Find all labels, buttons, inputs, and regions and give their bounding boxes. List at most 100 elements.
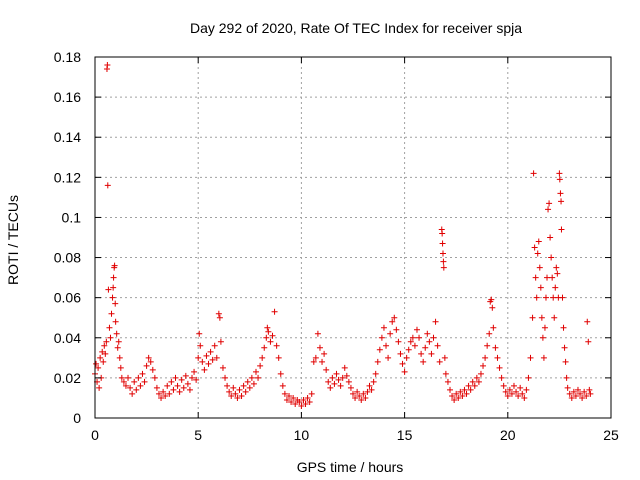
data-point [471,382,478,389]
data-point [195,354,202,361]
data-point [99,348,106,355]
data-point [502,388,509,395]
data-point [486,330,493,337]
data-point [482,354,489,361]
data-point [345,378,352,385]
data-point [563,374,570,381]
data-point [240,382,247,389]
data-point [174,382,181,389]
data-point [587,390,594,397]
data-point [316,344,323,351]
data-point [269,332,276,339]
data-point [523,386,530,393]
data-point [323,366,330,373]
data-point [350,390,356,397]
data-point [403,354,410,361]
data-point [376,346,383,353]
data-point [246,384,253,391]
data-point [360,390,367,397]
data-point [488,296,495,303]
x-axis-title: GPS time / hours [297,459,404,475]
data-point [122,382,129,389]
y-tick-label: 0.06 [54,290,81,306]
data-point [430,334,437,341]
data-point [467,386,474,393]
data-point [110,284,117,291]
data-point [552,284,559,291]
data-point [444,378,451,385]
data-point [534,250,541,257]
data-point [201,366,208,373]
data-point [102,350,109,357]
data-point [586,386,593,393]
data-point [532,274,539,281]
data-point [298,402,305,409]
data-point [428,350,435,357]
data-point [216,314,223,321]
data-point [546,200,553,207]
data-point [129,390,136,397]
data-point [457,388,464,395]
data-point [141,378,148,385]
data-point [525,374,532,381]
data-point [106,324,113,331]
y-tick-label: 0.02 [54,370,81,386]
data-point [547,234,554,241]
data-point [378,334,385,341]
data-point [114,344,121,351]
data-point [312,354,319,361]
data-point [107,334,114,341]
data-point [97,354,104,361]
data-point [506,386,513,393]
x-tick-label: 10 [294,427,310,443]
data-point [372,370,379,377]
data-point [248,374,255,381]
data-point [579,394,586,401]
data-point [561,344,568,351]
data-point [211,342,218,349]
data-point [395,338,402,345]
data-point [538,314,545,321]
data-point [109,294,116,301]
data-point [104,182,111,189]
data-point [583,392,590,399]
plot-frame [94,56,612,419]
data-point [527,354,534,361]
data-point [199,358,206,365]
data-point [296,398,303,405]
data-point [162,392,169,399]
data-point [455,394,462,401]
data-point [347,384,354,391]
data-point [151,374,158,381]
data-point [521,394,528,401]
data-point [127,384,134,391]
x-tick-label: 0 [91,427,99,443]
data-point [325,378,332,385]
data-point [242,388,249,395]
data-point [321,350,328,357]
data-point [116,354,123,361]
data-point [222,374,229,381]
data-point [335,376,342,383]
data-point [118,374,125,381]
data-point [236,386,243,393]
data-point [393,326,400,333]
data-point [255,374,262,381]
data-point [267,338,274,345]
data-point [271,308,278,315]
data-point [104,62,111,69]
data-point [193,376,200,383]
data-point [440,258,447,265]
data-point [564,384,571,391]
data-point [418,350,425,357]
data-point [137,382,144,389]
data-point [226,388,233,395]
data-point [164,382,171,389]
data-point [362,394,369,401]
data-point [541,324,548,331]
data-point [374,358,381,365]
data-point [166,390,173,397]
data-point [370,378,377,385]
data-point [550,294,557,301]
data-point [153,384,160,391]
